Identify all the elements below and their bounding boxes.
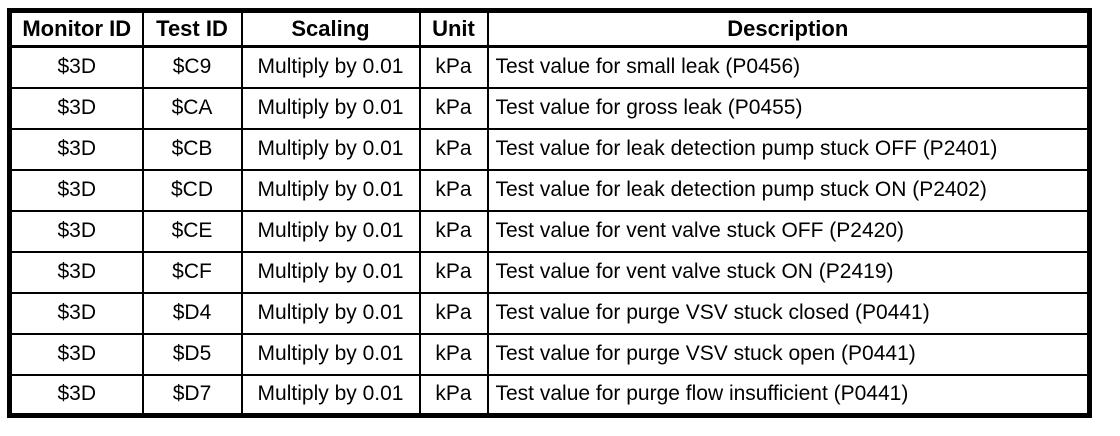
cell-unit: kPa — [418, 291, 489, 335]
cell-test-id: $D5 — [141, 332, 243, 376]
table-row: $3D $CB Multiply by 0.01 kPa Test value … — [8, 127, 1091, 171]
column-header-unit: Unit — [418, 9, 489, 48]
cell-scaling: Multiply by 0.01 — [240, 291, 421, 335]
cell-test-id: $D7 — [141, 373, 243, 417]
table-row: $3D $D5 Multiply by 0.01 kPa Test value … — [8, 332, 1091, 376]
cell-scaling: Multiply by 0.01 — [240, 168, 421, 212]
cell-scaling: Multiply by 0.01 — [240, 209, 421, 253]
cell-monitor-id: $3D — [8, 291, 144, 335]
cell-monitor-id: $3D — [8, 168, 144, 212]
table-row: $3D $D7 Multiply by 0.01 kPa Test value … — [8, 373, 1091, 417]
table-header: Monitor ID Test ID Scaling Unit Descript… — [8, 9, 1091, 48]
table-row: $3D $D4 Multiply by 0.01 kPa Test value … — [8, 291, 1091, 335]
cell-description: Test value for leak detection pump stuck… — [486, 127, 1091, 171]
cell-description: Test value for gross leak (P0455) — [486, 86, 1091, 130]
cell-unit: kPa — [418, 45, 489, 89]
cell-scaling: Multiply by 0.01 — [240, 332, 421, 376]
cell-monitor-id: $3D — [8, 332, 144, 376]
table-body: $3D $C9 Multiply by 0.01 kPa Test value … — [8, 45, 1091, 417]
cell-description: Test value for purge VSV stuck closed (P… — [486, 291, 1091, 335]
cell-description: Test value for vent valve stuck OFF (P24… — [486, 209, 1091, 253]
cell-test-id: $CF — [141, 250, 243, 294]
cell-description: Test value for leak detection pump stuck… — [486, 168, 1091, 212]
cell-unit: kPa — [418, 86, 489, 130]
cell-description: Test value for vent valve stuck ON (P241… — [486, 250, 1091, 294]
cell-unit: kPa — [418, 332, 489, 376]
header-row: Monitor ID Test ID Scaling Unit Descript… — [8, 9, 1091, 48]
cell-scaling: Multiply by 0.01 — [240, 86, 421, 130]
table-row: $3D $CD Multiply by 0.01 kPa Test value … — [8, 168, 1091, 212]
test-id-table: Monitor ID Test ID Scaling Unit Descript… — [7, 8, 1092, 418]
cell-scaling: Multiply by 0.01 — [240, 373, 421, 417]
cell-test-id: $CA — [141, 86, 243, 130]
cell-test-id: $CE — [141, 209, 243, 253]
table-row: $3D $CA Multiply by 0.01 kPa Test value … — [8, 86, 1091, 130]
cell-description: Test value for purge flow insufficient (… — [486, 373, 1091, 417]
column-header-description: Description — [486, 9, 1091, 48]
cell-scaling: Multiply by 0.01 — [240, 250, 421, 294]
column-header-monitor-id: Monitor ID — [8, 9, 144, 48]
cell-monitor-id: $3D — [8, 127, 144, 171]
table-row: $3D $CE Multiply by 0.01 kPa Test value … — [8, 209, 1091, 253]
cell-description: Test value for purge VSV stuck open (P04… — [486, 332, 1091, 376]
cell-monitor-id: $3D — [8, 209, 144, 253]
cell-monitor-id: $3D — [8, 250, 144, 294]
cell-monitor-id: $3D — [8, 86, 144, 130]
cell-test-id: $CD — [141, 168, 243, 212]
cell-monitor-id: $3D — [8, 45, 144, 89]
cell-test-id: $CB — [141, 127, 243, 171]
cell-unit: kPa — [418, 373, 489, 417]
table-row: $3D $CF Multiply by 0.01 kPa Test value … — [8, 250, 1091, 294]
cell-test-id: $D4 — [141, 291, 243, 335]
cell-unit: kPa — [418, 168, 489, 212]
cell-scaling: Multiply by 0.01 — [240, 45, 421, 89]
cell-unit: kPa — [418, 250, 489, 294]
column-header-scaling: Scaling — [240, 9, 421, 48]
cell-unit: kPa — [418, 127, 489, 171]
table-row: $3D $C9 Multiply by 0.01 kPa Test value … — [8, 45, 1091, 89]
cell-scaling: Multiply by 0.01 — [240, 127, 421, 171]
cell-unit: kPa — [418, 209, 489, 253]
cell-description: Test value for small leak (P0456) — [486, 45, 1091, 89]
column-header-test-id: Test ID — [141, 9, 243, 48]
cell-test-id: $C9 — [141, 45, 243, 89]
cell-monitor-id: $3D — [8, 373, 144, 417]
